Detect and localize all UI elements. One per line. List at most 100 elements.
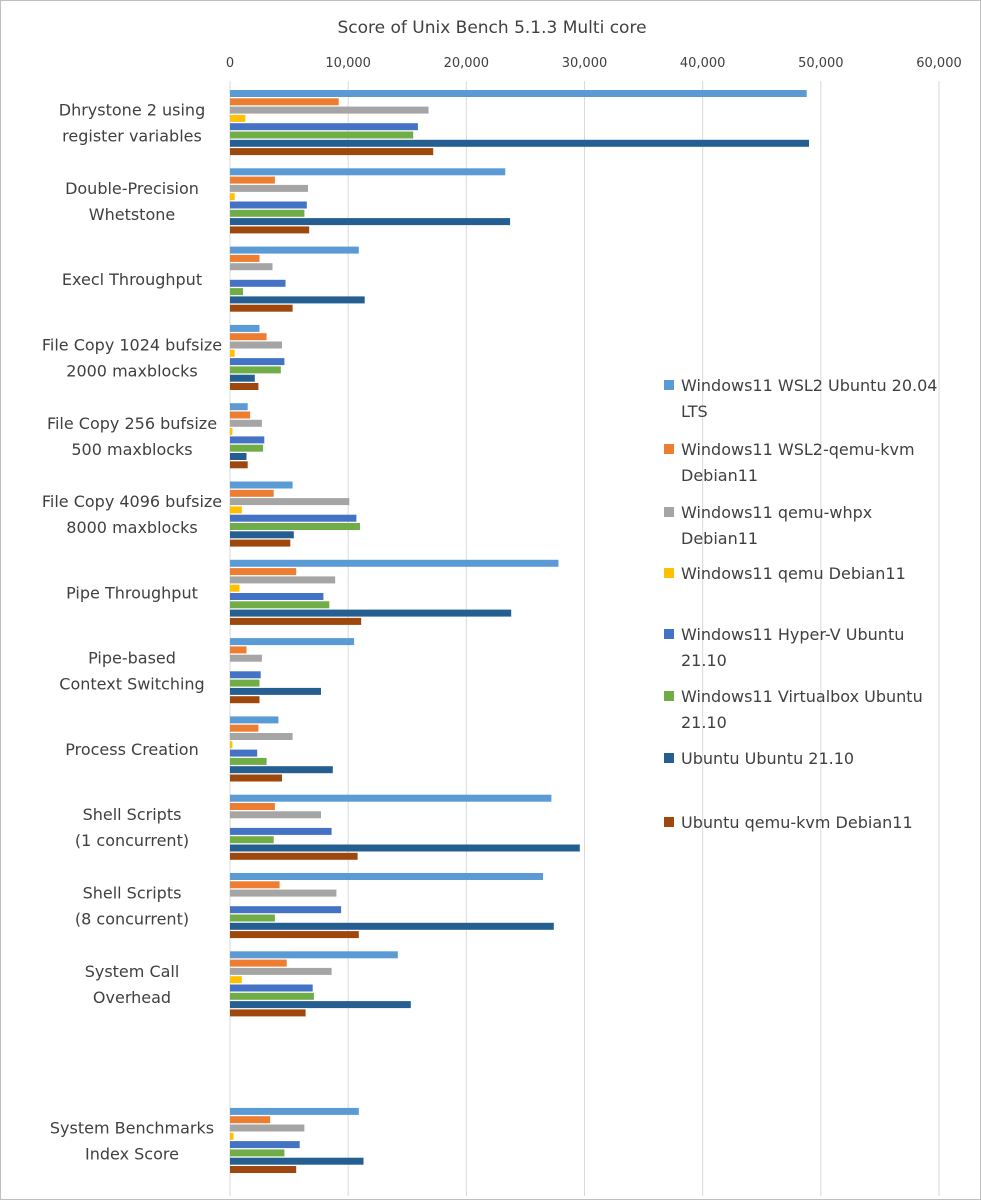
category-label: Pipe-based (88, 649, 176, 668)
bar (230, 411, 251, 419)
x-tick-label: 60,000 (916, 56, 962, 71)
bar (230, 531, 294, 539)
bar (230, 296, 365, 304)
legend-label: Windows11 Hyper-V Ubuntu (681, 625, 904, 644)
category-label: Double-Precision (65, 179, 199, 198)
gridlines (229, 81, 940, 1196)
bar (230, 811, 321, 819)
bar (230, 766, 333, 774)
bar (230, 461, 248, 469)
legend-item: Ubuntu Ubuntu 21.10 (664, 749, 854, 768)
bar (230, 489, 274, 497)
bar (230, 967, 332, 975)
bar (230, 184, 308, 192)
bar (230, 279, 286, 287)
category-label: (1 concurrent) (75, 831, 189, 850)
category-label: Shell Scripts (83, 805, 182, 824)
bar (230, 324, 260, 332)
legend-item: Windows11 qemu-whpx Debian11 (664, 503, 872, 548)
bar (230, 333, 267, 341)
bar (230, 724, 259, 732)
bar (230, 263, 273, 271)
bar (230, 584, 240, 592)
bar (230, 1166, 297, 1173)
bar (230, 881, 280, 889)
legend-item: Windows11 WSL2-qemu-kvm Debian11 (664, 440, 915, 485)
bar (230, 226, 310, 234)
legend-swatch (664, 380, 674, 390)
bar (230, 90, 807, 97)
bar (230, 428, 233, 436)
bar (230, 646, 247, 654)
category-label: Pipe Throughput (66, 583, 198, 602)
legend-label: Ubuntu Ubuntu 21.10 (681, 749, 854, 768)
bar (230, 1009, 306, 1017)
bar (230, 576, 336, 584)
bar (230, 794, 552, 802)
legend-swatch (664, 444, 674, 454)
x-tick-label: 0 (226, 56, 234, 71)
bar (230, 209, 305, 217)
bar (230, 366, 281, 374)
bar (230, 114, 246, 122)
bar (230, 1124, 305, 1132)
legend-label: Windows11 qemu Debian11 (681, 564, 906, 583)
category-label: Whetstone (89, 205, 175, 224)
bar (230, 741, 233, 749)
bar (230, 453, 247, 460)
bar (230, 498, 350, 506)
bars (230, 90, 809, 1173)
category-label: Index Score (85, 1145, 179, 1164)
bar (230, 803, 275, 810)
bar (230, 193, 235, 201)
legend-item: Windows11 qemu Debian11 (664, 564, 906, 583)
chart-title: Score of Unix Bench 5.1.3 Multi core (337, 18, 646, 38)
bar (230, 403, 248, 411)
bar (230, 436, 265, 444)
x-tick-label: 30,000 (562, 56, 608, 71)
legend-label: Windows11 Virtualbox Ubuntu (681, 687, 923, 706)
bar (230, 716, 279, 724)
category-label: 8000 maxblocks (66, 518, 197, 537)
category-label: Shell Scripts (83, 884, 182, 903)
bar (230, 1132, 234, 1140)
category-label: File Copy 4096 bufsize (42, 492, 222, 511)
bar (230, 383, 259, 390)
bar (230, 922, 554, 930)
bar (230, 696, 260, 704)
bar (230, 539, 291, 547)
category-labels: Dhrystone 2 using register variables Doubl… (42, 101, 222, 1164)
legend-swatch (664, 817, 674, 827)
bar (230, 341, 282, 349)
bar (230, 1116, 271, 1124)
bar (230, 201, 307, 209)
category-label: Process Creation (65, 740, 198, 759)
bar (230, 106, 429, 114)
bar (230, 593, 324, 600)
bar (230, 444, 264, 452)
legend-item: Windows11 Hyper-V Ubuntu 21.10 (664, 625, 904, 670)
bar (230, 1107, 359, 1115)
category-label: 500 maxblocks (71, 440, 192, 459)
legend-label: 21.10 (681, 713, 727, 732)
bar (230, 844, 580, 852)
bar (230, 139, 809, 147)
category-label: File Copy 1024 bufsize (42, 335, 222, 354)
category-label: Dhrystone 2 using (59, 101, 205, 120)
bar (230, 976, 242, 984)
category-label: register variables (62, 127, 202, 146)
x-tick-label: 50,000 (798, 56, 844, 71)
bar (230, 827, 332, 835)
bar (230, 774, 282, 782)
legend-swatch (664, 568, 674, 578)
legend-label: Debian11 (681, 466, 758, 485)
bar (230, 131, 414, 139)
bar (230, 254, 260, 262)
bar (230, 906, 342, 914)
legend-swatch (664, 629, 674, 639)
bar (230, 559, 559, 567)
bar (230, 98, 339, 106)
bar (230, 757, 267, 765)
bar (230, 852, 358, 860)
